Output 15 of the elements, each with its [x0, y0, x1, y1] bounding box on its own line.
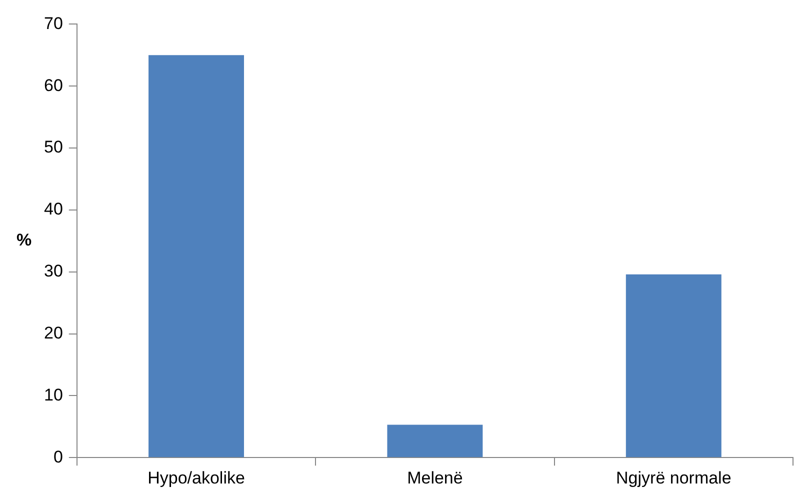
bar	[387, 424, 483, 458]
x-tick-label: Hypo/akolike	[148, 468, 245, 488]
y-tick-label: 20	[44, 323, 63, 342]
y-tick-label: 40	[44, 200, 63, 219]
y-tick-label: 60	[44, 76, 63, 95]
y-tick-label: 10	[44, 385, 63, 404]
y-tick-label: 70	[44, 14, 63, 33]
y-tick-label: 50	[44, 138, 63, 157]
x-tick-label: Ngjyrë normale	[616, 468, 732, 488]
y-tick-label: 30	[44, 262, 63, 281]
x-tick-label: Melenë	[407, 468, 463, 488]
y-axis-title: %	[16, 230, 32, 250]
bar	[148, 55, 244, 458]
bar	[626, 274, 722, 458]
y-tick-label: 0	[53, 447, 63, 466]
